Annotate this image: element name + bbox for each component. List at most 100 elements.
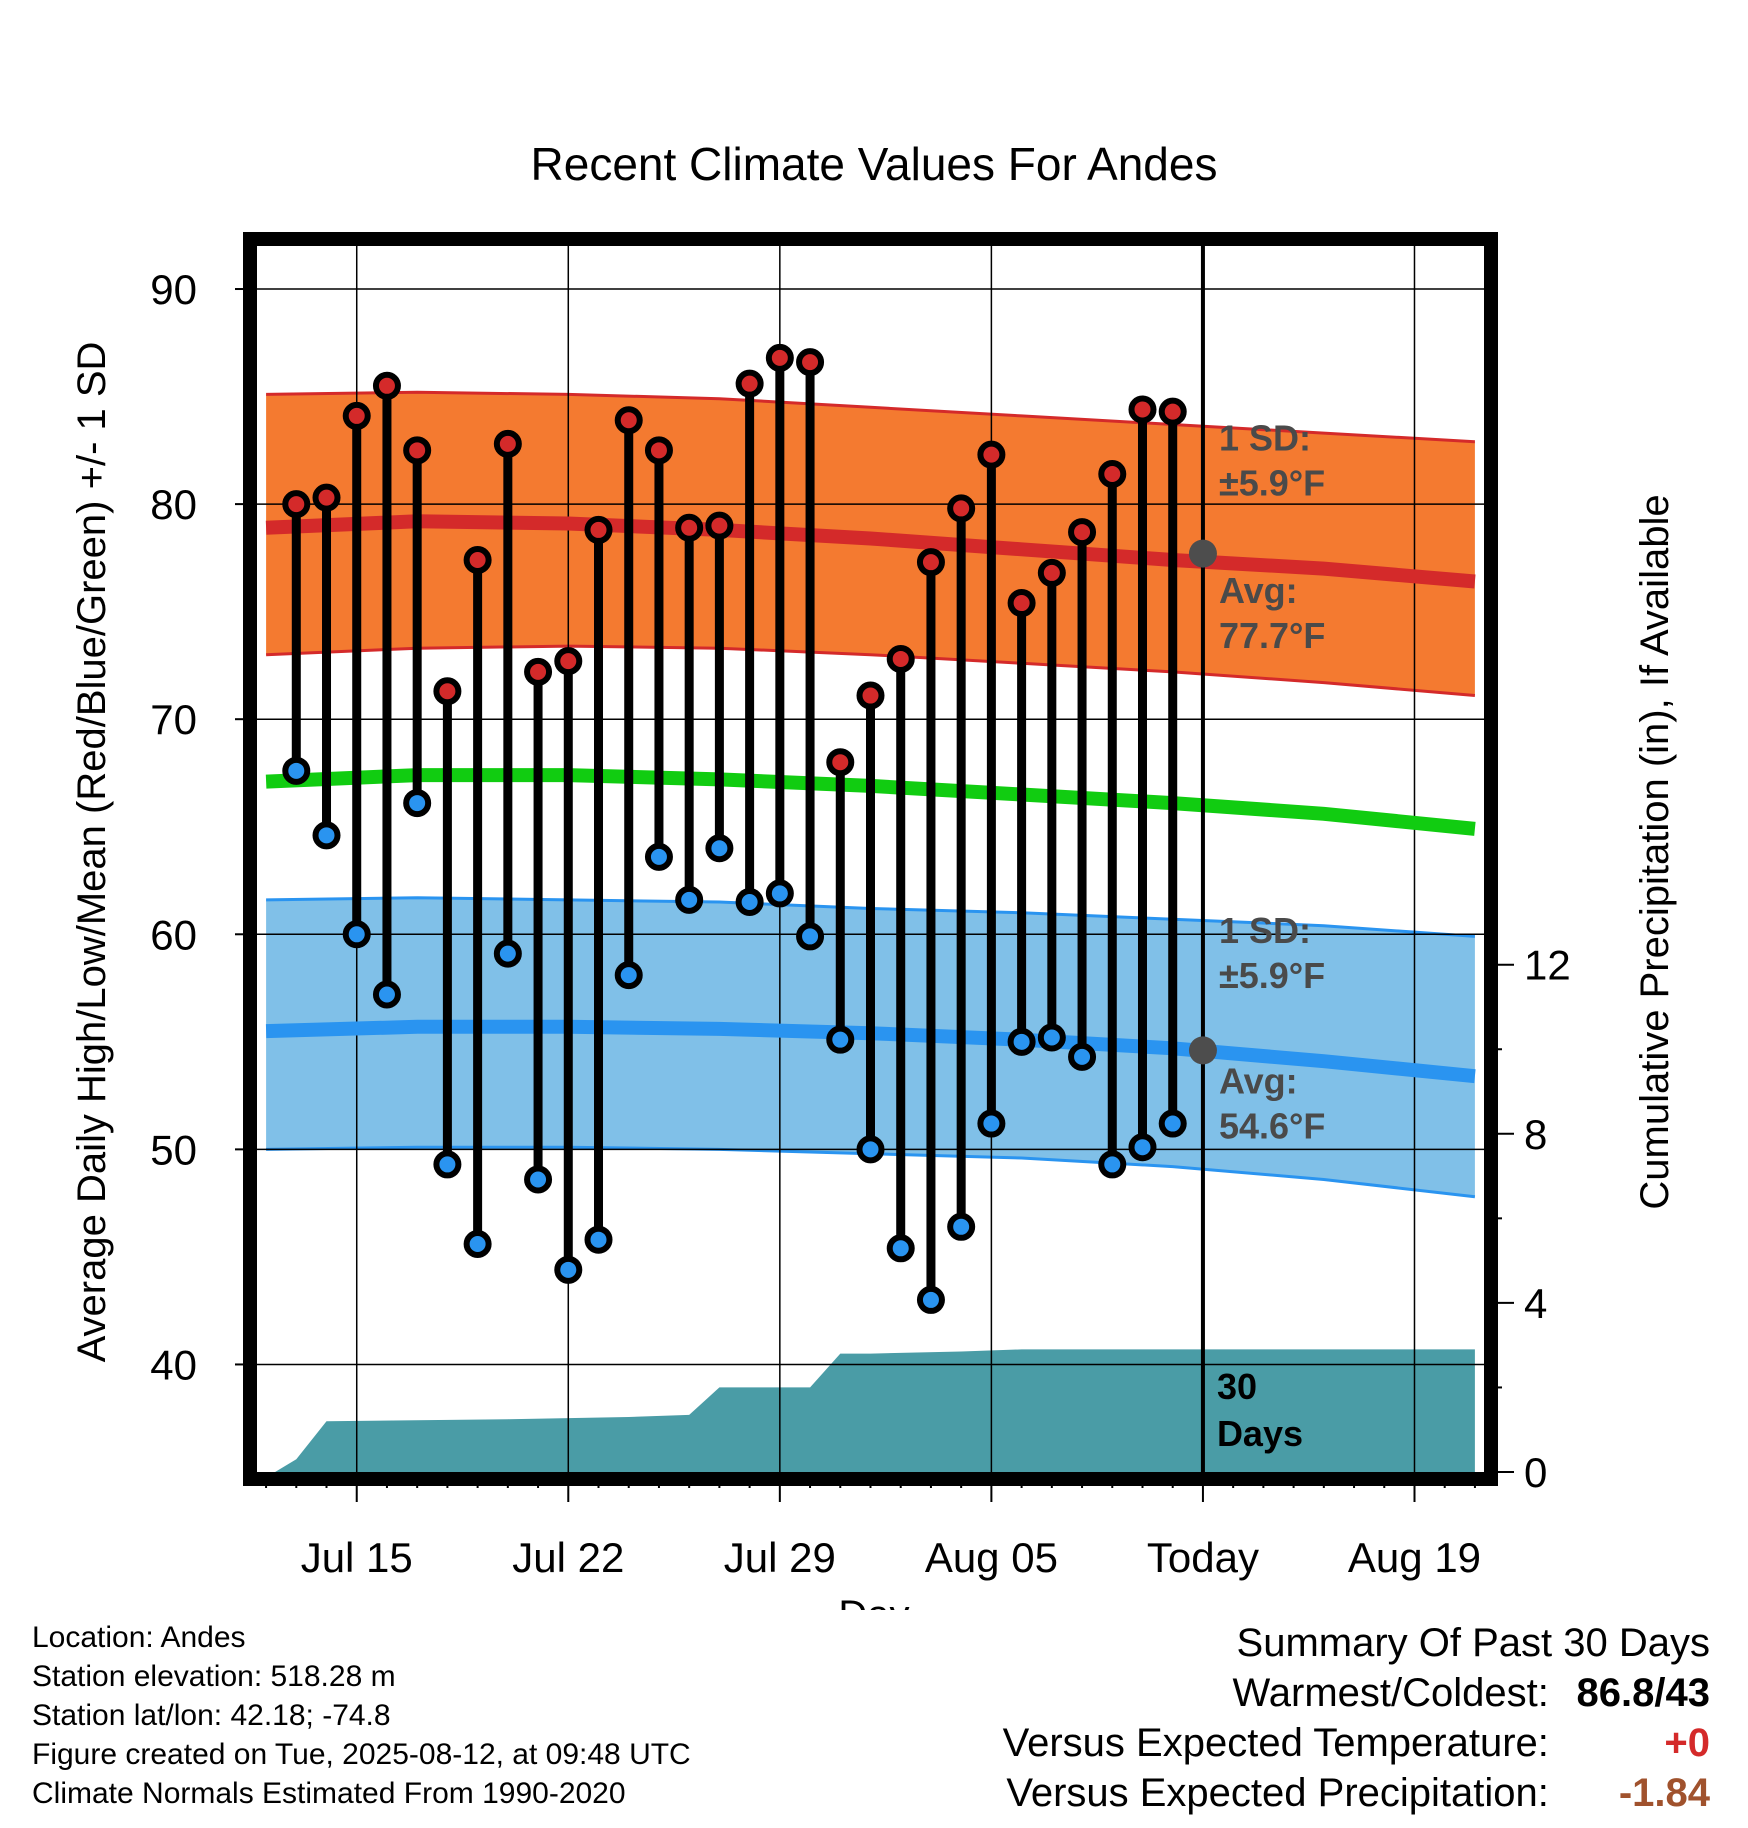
elevation-text: Station elevation: 518.28 m [32,1660,396,1693]
y2-tick-label: 12 [1524,942,1571,989]
low-temp-point [705,834,734,863]
plot-content [257,246,1484,1472]
station-metadata: Location: Andes Station elevation: 518.2… [32,1618,691,1813]
created-text: Figure created on Tue, 2025-08-12, at 09… [32,1738,691,1771]
low-temp-point [796,922,825,951]
low-temp-point [1158,1109,1187,1138]
warmest-label: Warmest/Coldest: [1232,1671,1549,1715]
high-temp-point [1158,397,1187,426]
climate-chart: Recent Climate Values For Andes 1 SD:±5.… [70,138,1677,1610]
low-temp-point [856,1135,885,1164]
low-temp-point [554,1255,583,1284]
precip-value: -1.84 [1618,1771,1710,1815]
warmest-value: 86.8/43 [1576,1671,1710,1715]
high-temp-point [886,644,915,673]
today-high-avg-dot [1188,539,1217,568]
y-tick-label: 70 [150,696,197,743]
chart-title: Recent Climate Values For Andes [531,138,1218,190]
high-temp-point [614,406,643,435]
y-tick-label: 40 [150,1341,197,1388]
y2-tick-label: 0 [1524,1449,1547,1496]
high-temp-point [1068,518,1097,547]
low-temp-point [1128,1133,1157,1162]
summary-precip-row: Versus Expected Precipitation: -1.84 [1003,1768,1710,1818]
high-temp-point [554,647,583,676]
low-temp-point [735,888,764,917]
high-temp-point [675,513,704,542]
high-temp-point [372,371,401,400]
low-temp-point [765,879,794,908]
high-sd-value: ±5.9°F [1219,463,1325,504]
high-band-upper-edge [266,390,1475,444]
low-sd-value: ±5.9°F [1219,955,1325,996]
high-avg-label: Avg: [1219,570,1298,611]
high-temp-point [433,677,462,706]
x-tick-label: Aug 19 [1348,1534,1481,1581]
x-tick-label: Aug 05 [925,1534,1058,1581]
high-temp-point [947,494,976,523]
high-temp-point [312,483,341,512]
y-tick-label: 60 [150,911,197,958]
x-tick-label: Jul 15 [301,1534,413,1581]
high-temp-point [463,546,492,575]
high-temp-point [1128,395,1157,424]
x-tick-label: Jul 29 [724,1534,836,1581]
high-temp-point [856,681,885,710]
low-temp-point [524,1165,553,1194]
high-temp-point [977,440,1006,469]
high-band-lower-edge [266,644,1476,697]
high-temp-point [1007,589,1036,618]
low-temp-point [1098,1150,1127,1179]
y2-axis-label: Cumulative Precipitation (in), If Availa… [1633,494,1677,1209]
temp-value: +0 [1664,1721,1710,1765]
high-temp-point [524,657,553,686]
low-temp-point [947,1212,976,1241]
today-low-avg-dot [1188,1036,1217,1065]
summary-panel: Summary Of Past 30 Days Warmest/Coldest:… [1003,1618,1710,1818]
high-temp-point [584,515,613,544]
low-temp-point [614,961,643,990]
low-temp-point [584,1225,613,1254]
low-avg-label: Avg: [1219,1060,1298,1101]
low-temp-point [916,1285,945,1314]
high-temp-point [705,511,734,540]
low-avg-value: 54.6°F [1219,1106,1325,1147]
x-axis-label: Day [838,1593,909,1610]
low-temp-point [675,885,704,914]
low-temp-point [886,1234,915,1263]
low-temp-point [342,920,371,949]
high-sd-label: 1 SD: [1219,417,1311,458]
precip-label: Versus Expected Precipitation: [1006,1771,1549,1815]
low-temp-point [493,939,522,968]
location-text: Location: Andes [32,1621,246,1654]
summary-heading: Summary Of Past 30 Days [1236,1621,1710,1665]
y2-tick-label: 8 [1524,1111,1547,1158]
x-tick-label: Today [1147,1534,1259,1581]
x-tick-label: Jul 22 [512,1534,624,1581]
normals-text: Climate Normals Estimated From 1990-2020 [32,1777,626,1810]
high-temp-point [282,490,311,519]
high-temp-point [916,548,945,577]
high-temp-point [403,436,432,465]
high-temp-point [1098,459,1127,488]
high-temp-point [493,429,522,458]
low-temp-point [1037,1023,1066,1052]
low-temp-point [463,1230,492,1259]
temp-label: Versus Expected Temperature: [1002,1721,1549,1765]
y2-tick-label: 4 [1524,1280,1547,1327]
low-temp-point [644,842,673,871]
latlon-text: Station lat/lon: 42.18; -74.8 [32,1699,391,1732]
low-sd-label: 1 SD: [1219,910,1311,951]
high-normal-line [265,514,1476,589]
high-temp-point [796,348,825,377]
days-count-label: 30 [1217,1366,1257,1407]
y-tick-label: 90 [150,266,197,313]
low-temp-point [433,1150,462,1179]
high-temp-point [342,401,371,430]
high-temp-point [735,369,764,398]
high-temp-point [826,748,855,777]
y-axis-label: Average Daily High/Low/Mean (Red/Blue/Gr… [70,342,114,1363]
low-temp-point [312,821,341,850]
low-temp-point [1068,1042,1097,1071]
